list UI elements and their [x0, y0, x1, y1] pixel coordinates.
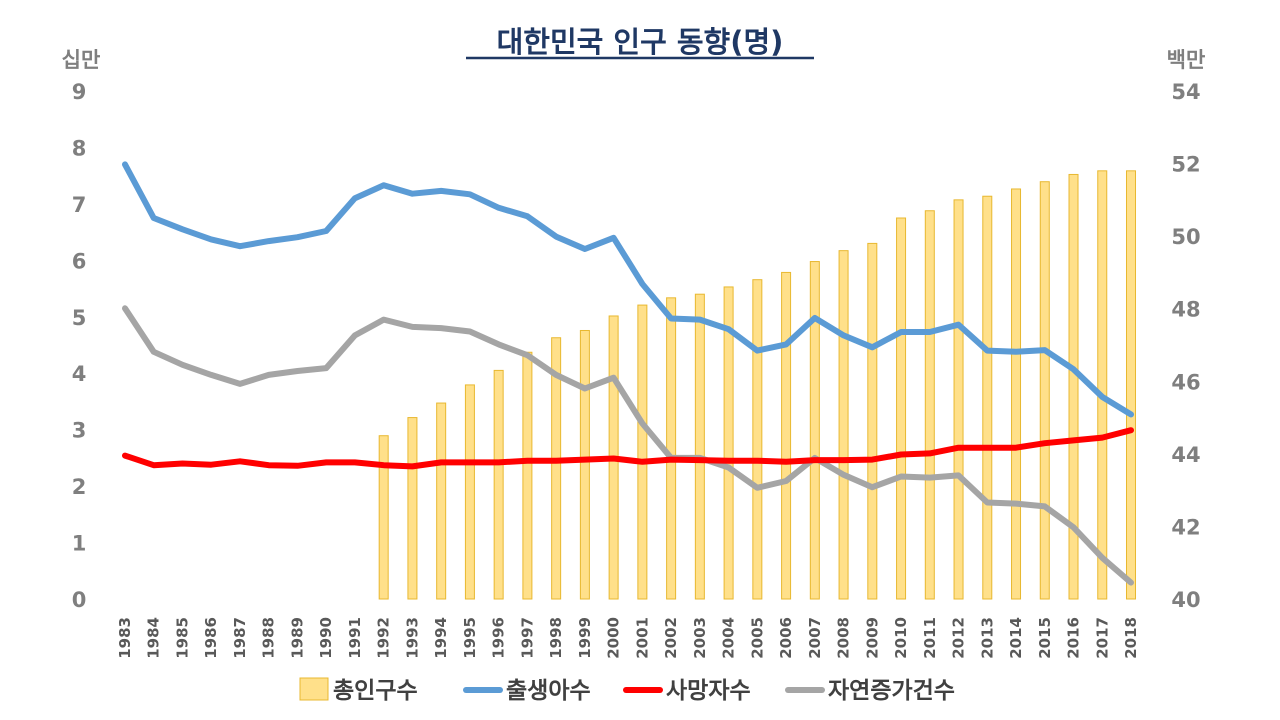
- x-tick-1993: 1993: [403, 617, 421, 659]
- bar-total-population-1995: [464, 384, 475, 600]
- bar-total-population-2009: [867, 242, 878, 600]
- y-left-unit-label: 십만: [62, 48, 101, 72]
- x-tick-1986: 1986: [202, 617, 220, 659]
- bar-total-population-2002: [666, 297, 677, 600]
- y-right-tick-42: 42: [1171, 515, 1200, 539]
- bar-total-population-2014: [1011, 188, 1022, 600]
- x-tick-1988: 1988: [260, 617, 278, 659]
- x-tick-2015: 2015: [1036, 617, 1054, 659]
- y-right-tick-54: 54: [1171, 80, 1200, 104]
- y-left-tick-8: 8: [72, 136, 87, 160]
- bar-total-population-2003: [694, 293, 705, 600]
- bar-total-population-1997: [522, 351, 533, 600]
- bar-total-population-2018: [1126, 170, 1136, 600]
- x-tick-2000: 2000: [605, 617, 623, 659]
- y-left-tick-4: 4: [72, 362, 87, 386]
- x-tick-2011: 2011: [921, 617, 939, 659]
- x-tick-2012: 2012: [950, 617, 968, 659]
- x-tick-1983: 1983: [116, 617, 134, 659]
- bar-total-population-2004: [723, 286, 734, 600]
- x-tick-1987: 1987: [231, 617, 249, 659]
- bar-total-population-2013: [982, 195, 993, 600]
- y-left-tick-9: 9: [72, 80, 87, 104]
- legend-total-population-swatch: [299, 677, 329, 701]
- bar-total-population-2008: [838, 250, 849, 600]
- y-left-tick-7: 7: [72, 193, 87, 217]
- legend-births-label: 출생아수: [506, 678, 591, 704]
- births-line: [122, 161, 1134, 418]
- x-ticks: 1983 1984 1985 1986 1987 1988 1989 1990 1991 1992…: [116, 617, 1140, 659]
- bar-total-population-2015: [1039, 181, 1050, 600]
- y-right-tick-40: 40: [1171, 588, 1200, 612]
- x-tick-2007: 2007: [806, 617, 824, 659]
- legend-deaths-label: 사망자수: [666, 678, 751, 704]
- x-tick-1995: 1995: [461, 617, 479, 659]
- x-tick-2003: 2003: [691, 617, 709, 659]
- bar-total-population-2012: [953, 199, 964, 600]
- bar-total-population-2001: [637, 304, 648, 600]
- x-tick-2014: 2014: [1007, 617, 1025, 659]
- legend-natural-increase-label: 자연증가건수: [828, 678, 955, 704]
- x-tick-1989: 1989: [288, 617, 306, 659]
- bar-total-population-1998: [551, 337, 562, 600]
- x-tick-1985: 1985: [173, 617, 191, 659]
- x-tick-1998: 1998: [547, 617, 565, 659]
- y-left-tick-1: 1: [72, 532, 87, 556]
- chart-title: 대한민국 인구 동향(명): [497, 25, 784, 59]
- deaths-line: [122, 427, 1134, 470]
- x-tick-2013: 2013: [978, 617, 996, 659]
- legend-total-population-label: 총인구수: [333, 678, 418, 704]
- x-tick-1994: 1994: [432, 617, 450, 659]
- x-tick-2009: 2009: [863, 617, 881, 659]
- y-right-tick-44: 44: [1171, 443, 1200, 467]
- bar-total-population-2017: [1097, 170, 1108, 600]
- y-right-tick-50: 50: [1171, 225, 1200, 249]
- x-tick-2002: 2002: [662, 617, 680, 659]
- bar-total-population-1992: [378, 435, 389, 600]
- y-left-tick-0: 0: [72, 588, 87, 612]
- total-population-bars: [378, 170, 1136, 600]
- x-tick-2006: 2006: [777, 617, 795, 659]
- bar-total-population-1999: [579, 329, 590, 600]
- x-tick-1984: 1984: [145, 617, 163, 659]
- legend: 총인구수 출생아수 사망자수 자연증가건수: [299, 677, 955, 704]
- y-left-tick-6: 6: [72, 249, 87, 273]
- bar-total-population-1993: [407, 417, 418, 600]
- x-tick-1996: 1996: [490, 617, 508, 659]
- bar-total-population-1994: [436, 402, 447, 600]
- x-tick-2010: 2010: [892, 617, 910, 659]
- x-tick-2005: 2005: [748, 617, 766, 659]
- bar-total-population-2007: [809, 261, 820, 600]
- y-right-tick-52: 52: [1171, 153, 1200, 177]
- y-right-tick-46: 46: [1171, 370, 1200, 394]
- x-tick-1991: 1991: [346, 617, 364, 659]
- line-series: [122, 161, 1134, 586]
- x-tick-2008: 2008: [835, 617, 853, 659]
- bar-total-population-2006: [781, 271, 792, 600]
- bar-total-population-2011: [924, 210, 935, 600]
- x-tick-1992: 1992: [375, 617, 393, 659]
- x-tick-2017: 2017: [1093, 617, 1111, 659]
- y-left-ticks: 0 1 2 3 4 5 6 7 8 9: [72, 80, 87, 612]
- x-tick-2004: 2004: [720, 617, 738, 659]
- x-tick-1999: 1999: [576, 617, 594, 659]
- y-right-tick-48: 48: [1171, 298, 1200, 322]
- natural-increase-line: [122, 305, 1134, 586]
- bar-total-population-2005: [752, 279, 763, 600]
- bar-total-population-2010: [896, 217, 907, 600]
- bar-total-population-1996: [493, 369, 504, 600]
- bar-total-population-2016: [1068, 173, 1079, 600]
- y-left-tick-3: 3: [72, 419, 87, 443]
- x-tick-2016: 2016: [1065, 617, 1083, 659]
- y-left-tick-5: 5: [72, 306, 87, 330]
- x-tick-2001: 2001: [633, 617, 651, 659]
- x-tick-1997: 1997: [518, 617, 536, 659]
- x-tick-1990: 1990: [317, 617, 335, 659]
- y-left-tick-2: 2: [72, 475, 87, 499]
- y-right-ticks: 40 42 44 46 48 50 52 54: [1171, 80, 1200, 612]
- y-right-unit-label: 백만: [1167, 48, 1206, 72]
- x-tick-2018: 2018: [1122, 617, 1140, 659]
